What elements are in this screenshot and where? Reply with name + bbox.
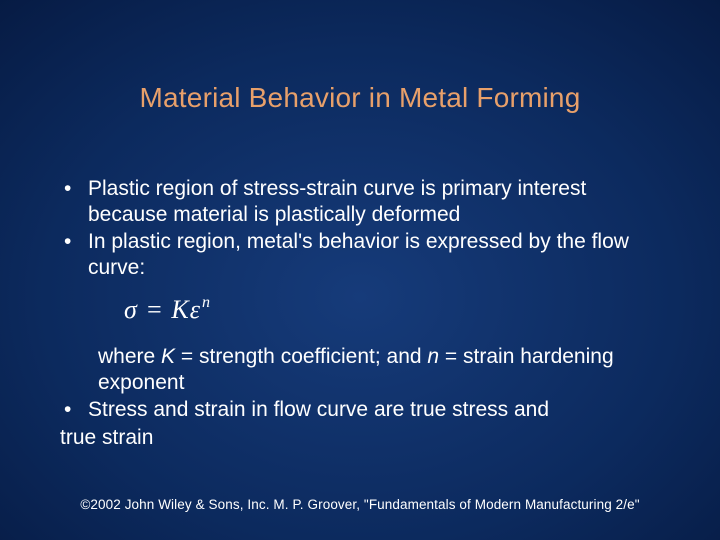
flow-curve-equation: σ = Kεn [124,295,210,324]
bullet-item: • Plastic region of stress-strain curve … [60,176,665,227]
bullet-item: • Stress and strain in flow curve are tr… [60,397,665,423]
epsilon-symbol: ε [190,295,201,324]
slide-footer: ©2002 John Wiley & Sons, Inc. M. P. Groo… [0,497,720,512]
bullet-continuation: true strain [60,425,665,451]
where-prefix: where [98,345,161,368]
bullet-marker: • [60,397,88,423]
exponent-n: n [202,294,211,311]
equation-block: σ = Kεn [60,294,665,326]
slide-body: • Plastic region of stress-strain curve … [60,176,665,451]
bullet-text: Plastic region of stress-strain curve is… [88,176,665,227]
bullet-text: In plastic region, metal's behavior is e… [88,229,665,280]
bullet-item: • In plastic region, metal's behavior is… [60,229,665,280]
k-symbol: K [171,295,189,324]
bullet-marker: • [60,229,88,280]
bullet-text: Stress and strain in flow curve are true… [88,397,665,423]
n-variable: n [427,345,439,368]
equals-symbol: = [138,295,172,324]
slide-container: Material Behavior in Metal Forming • Pla… [0,0,720,540]
k-variable: K [161,345,175,368]
where-clause: where K = strength coefficient; and n = … [60,344,665,395]
k-description: = strength coefficient; and [175,345,427,368]
sigma-symbol: σ [124,295,138,324]
bullet-marker: • [60,176,88,227]
slide-title: Material Behavior in Metal Forming [0,82,720,114]
